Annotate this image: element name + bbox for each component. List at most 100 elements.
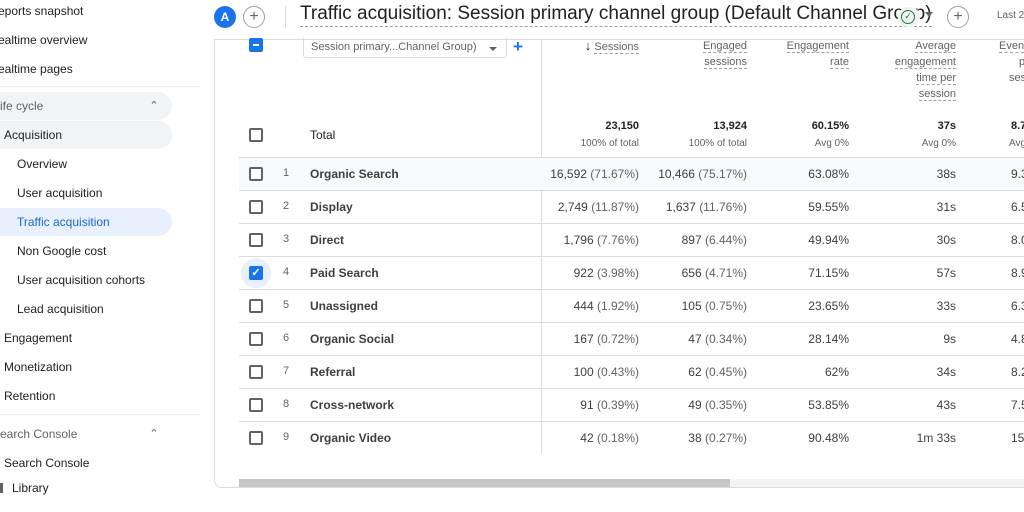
sidebar-item-engagement[interactable]: Engagement	[0, 324, 72, 352]
left-nav-sidebar: eports snapshot ealtime overview ealtime…	[0, 0, 200, 512]
totals-checkbox[interactable]	[249, 128, 263, 142]
add-dimension-button[interactable]: +	[513, 37, 523, 56]
horizontal-scrollbar[interactable]	[239, 479, 1024, 487]
row-checkbox[interactable]	[249, 200, 263, 214]
table-row[interactable]: 6 Organic Social 167 (0.72%) 47 (0.34%) 28.1…	[239, 322, 1024, 355]
table-row[interactable]: 3 Direct 1,796 (7.76%) 897 (6.44%) 49.94% 30s…	[239, 223, 1024, 256]
sidebar-item-non-google-cost[interactable]: Non Google cost	[0, 237, 106, 265]
sidebar-item-realtime-pages[interactable]: ealtime pages	[0, 55, 73, 83]
select-all-checkbox[interactable]	[249, 38, 263, 52]
sidebar-item-acquisition[interactable]: Acquisition	[0, 121, 172, 149]
sidebar-item-retention[interactable]: Retention	[0, 382, 55, 410]
cell-value: 897	[681, 233, 702, 247]
row-checkbox[interactable]: ✓	[249, 266, 263, 280]
sidebar-item-realtime-overview[interactable]: ealtime overview	[0, 26, 87, 54]
column-header-average-engagement-time[interactable]: Average engagement time per session	[894, 38, 956, 102]
cell-percent: (1.92%)	[596, 299, 639, 313]
sidebar-item-search-console[interactable]: Search Console	[0, 449, 89, 477]
sidebar-item-label: Lead acquisition	[17, 302, 104, 316]
row-checkbox[interactable]	[249, 398, 263, 412]
row-checkbox[interactable]	[249, 233, 263, 247]
column-header-events-per-session[interactable]: Even p sessi	[999, 38, 1024, 86]
total-sessions-sub: 100% of total	[580, 138, 639, 149]
table-row[interactable]: ✓ 4 Paid Search 922 (3.98%) 656 (4.71%) 71.15…	[239, 256, 1024, 289]
add-comparison-button[interactable]: +	[243, 6, 265, 28]
dimension-selector-label: Session primary...Channel Group)	[311, 41, 477, 53]
column-header-sessions[interactable]: ↓ Sessions	[585, 38, 639, 55]
sidebar-item-label: Overview	[17, 157, 68, 171]
column-header-label: sessi	[1009, 72, 1024, 84]
cell-avg-engagement-time: 1m 33s	[916, 431, 956, 445]
cell-percent: (3.98%)	[596, 266, 639, 280]
cell-engagement-rate: 28.14%	[808, 332, 849, 346]
table-row[interactable]: 5 Unassigned 444 (1.92%) 105 (0.75%) 23.65% 3…	[239, 289, 1024, 322]
cell-value: 49	[688, 398, 702, 412]
cell-avg-engagement-time: 31s	[936, 200, 956, 214]
report-main: A + Traffic acquisition: Session primary…	[214, 0, 1024, 512]
cell-value: 2,749	[557, 200, 588, 214]
row-checkbox[interactable]	[249, 365, 263, 379]
sidebar-section-search-console[interactable]: earch Console ⌃	[0, 420, 172, 448]
sidebar-item-monetization[interactable]: Monetization	[0, 353, 72, 381]
scrollbar-thumb[interactable]	[239, 479, 730, 487]
cell-value: 91	[580, 398, 594, 412]
sidebar-divider	[0, 414, 200, 415]
cell-sessions: 91 (0.39%)	[580, 398, 639, 412]
sidebar-section-label: earch Console	[0, 427, 78, 441]
cell-events-per-session: 8.9	[1011, 266, 1024, 280]
sidebar-item-user-acquisition-cohorts[interactable]: User acquisition cohorts	[0, 266, 145, 294]
sidebar-item-lead-acquisition[interactable]: Lead acquisition	[0, 295, 104, 323]
channel-name: Organic Social	[310, 332, 395, 346]
table-row[interactable]: 1 Organic Search 16,592 (71.67%) 10,466 (75…	[239, 157, 1024, 190]
row-checkbox[interactable]	[249, 167, 263, 181]
cell-value: 1,637	[665, 200, 696, 214]
sidebar-item-label: ealtime overview	[0, 33, 88, 47]
cell-engagement-rate: 53.85%	[808, 398, 849, 412]
table-row[interactable]: 7 Referral 100 (0.43%) 62 (0.45%) 62% 34s 8.2	[239, 355, 1024, 388]
cell-value: 922	[573, 266, 594, 280]
sidebar-item-library[interactable]: Library	[0, 474, 49, 502]
table-row[interactable]: 2 Display 2,749 (11.87%) 1,637 (11.76%) 59.5…	[239, 190, 1024, 223]
column-header-label: sessions	[704, 56, 747, 69]
cell-value: 1,796	[563, 233, 594, 247]
chevron-down-icon[interactable]	[925, 12, 933, 17]
cell-engagement-rate: 63.08%	[808, 167, 849, 181]
sidebar-item-label: Traffic acquisition	[17, 215, 110, 229]
cell-percent: (0.27%)	[704, 431, 747, 445]
column-header-engagement-rate[interactable]: Engagement rate	[786, 38, 849, 70]
sidebar-item-traffic-acquisition[interactable]: Traffic acquisition	[0, 208, 172, 236]
add-button[interactable]: +	[947, 6, 969, 28]
channel-name: Organic Video	[310, 431, 392, 445]
row-checkbox[interactable]	[249, 431, 263, 445]
cell-events-per-session: 6.5	[1011, 200, 1024, 214]
sidebar-item-user-acquisition[interactable]: User acquisition	[0, 179, 102, 207]
cell-value: 444	[573, 299, 594, 313]
report-status-button[interactable]: ✓	[898, 7, 920, 27]
dimension-selector[interactable]: Session primary...Channel Group)	[303, 38, 507, 58]
table-row[interactable]: 8 Cross-network 91 (0.39%) 49 (0.35%) 53.85%…	[239, 388, 1024, 421]
row-index: 4	[283, 266, 290, 278]
cell-percent: (0.45%)	[704, 365, 747, 379]
row-checkbox[interactable]	[249, 332, 263, 346]
sidebar-item-reports-snapshot[interactable]: eports snapshot	[0, 0, 83, 25]
table-row[interactable]: 9 Organic Video 42 (0.18%) 38 (0.27%) 90.48%…	[239, 421, 1024, 454]
cell-events-per-session: 4.8	[1011, 332, 1024, 346]
row-checkbox[interactable]	[249, 299, 263, 313]
avatar[interactable]: A	[214, 6, 236, 28]
channel-name: Organic Search	[310, 167, 399, 181]
sidebar-item-label: User acquisition	[17, 186, 103, 200]
column-header-engaged-sessions[interactable]: Engaged sessions	[702, 38, 747, 70]
sidebar-item-overview[interactable]: Overview	[0, 150, 67, 178]
column-header-label: p	[1019, 56, 1024, 68]
date-range-label[interactable]: Last 2	[997, 10, 1024, 21]
sidebar-section-life-cycle[interactable]: ife cycle ⌃	[0, 92, 172, 120]
cell-engaged-sessions: 38 (0.27%)	[688, 431, 747, 445]
column-header-label: rate	[830, 56, 849, 69]
cell-engagement-rate: 49.94%	[808, 233, 849, 247]
arrow-down-icon: ↓	[584, 38, 592, 53]
cell-avg-engagement-time: 34s	[936, 365, 956, 379]
cell-percent: (0.18%)	[596, 431, 639, 445]
cell-percent: (0.39%)	[596, 398, 639, 412]
cell-avg-engagement-time: 43s	[936, 398, 956, 412]
cell-percent: (6.44%)	[704, 233, 747, 247]
